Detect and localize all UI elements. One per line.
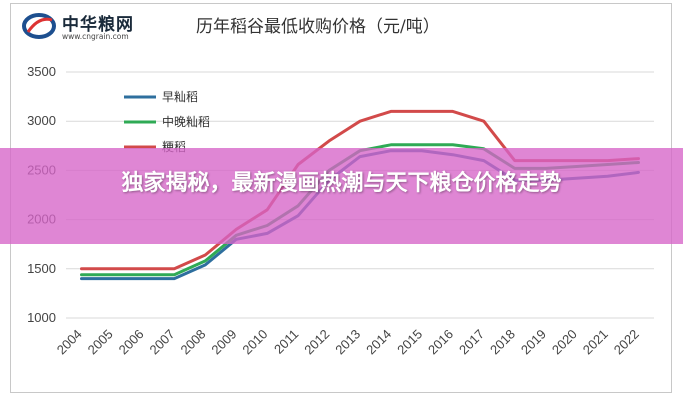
x-tick-label: 2019: [518, 326, 549, 357]
logo-mark-icon: [22, 13, 56, 39]
y-tick-label: 3500: [27, 64, 56, 79]
x-tick-label: 2008: [177, 326, 208, 357]
x-tick-label: 2022: [611, 326, 642, 357]
x-tick-label: 2011: [271, 326, 301, 356]
x-tick-label: 2018: [487, 326, 518, 357]
x-tick-label: 2020: [549, 326, 580, 357]
y-tick-label: 1500: [27, 261, 56, 276]
y-tick-label: 1000: [27, 310, 56, 325]
logo-url: www.cngrain.com: [62, 32, 129, 41]
x-tick-label: 2007: [147, 326, 178, 357]
x-tick-label: 2010: [239, 326, 270, 357]
x-tick-label: 2006: [116, 326, 147, 357]
logo: 中华粮网 www.cngrain.com: [22, 10, 182, 44]
y-tick-label: 3000: [27, 113, 56, 128]
legend-label: 早籼稻: [162, 90, 198, 104]
x-tick-label: 2012: [301, 326, 332, 357]
x-tick-label: 2009: [208, 326, 239, 357]
x-tick-label: 2015: [394, 326, 425, 357]
logo-name: 中华粮网: [62, 15, 134, 35]
x-tick-label: 2014: [363, 326, 394, 357]
chart-title: 历年稻谷最低收购价格（元/吨）: [196, 17, 440, 37]
x-tick-label: 2017: [456, 326, 487, 357]
overlay-banner: [0, 148, 683, 244]
x-tick-label: 2016: [425, 326, 456, 357]
x-tick-label: 2004: [54, 326, 85, 357]
x-tick-label: 2021: [580, 326, 611, 357]
legend-label: 中晚籼稻: [162, 114, 210, 129]
x-tick-label: 2013: [332, 326, 363, 357]
banner-headline: 独家揭秘，最新漫画热潮与天下粮仓价格走势: [121, 171, 562, 196]
x-tick-label: 2005: [85, 326, 116, 357]
